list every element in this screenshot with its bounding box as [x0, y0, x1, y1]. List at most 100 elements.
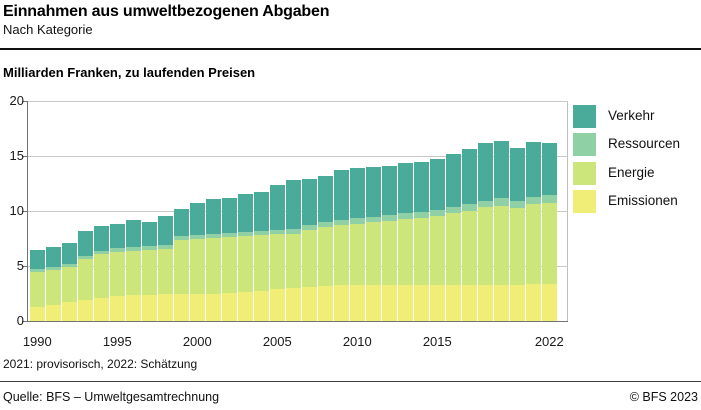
bar-segment-2020-ressourcen [510, 200, 525, 209]
legend-swatch-emissionen [573, 189, 596, 213]
y-tick-10 [22, 211, 27, 212]
bar-segment-1996-verkehr [126, 219, 141, 248]
bar-segment-2011-ressourcen [366, 216, 381, 222]
bar-segment-2000-verkehr [190, 202, 205, 236]
bar-segment-2004-emissionen [254, 290, 269, 321]
bar-segment-1992-emissionen [62, 302, 77, 321]
bar-segment-1992-verkehr [62, 242, 77, 264]
bar-2009 [334, 170, 349, 321]
legend-swatch-energie [573, 161, 596, 185]
bar-segment-1991-emissionen [46, 305, 61, 321]
bar-2018 [478, 143, 493, 321]
x-axis-label-1990: 1990 [22, 334, 52, 349]
bar-segment-2008-emissionen [318, 285, 333, 321]
bar-segment-1996-energie [126, 251, 141, 296]
bar-segment-1997-ressourcen [142, 245, 157, 250]
bar-segment-1998-verkehr [158, 215, 173, 246]
bar-segment-1995-ressourcen [110, 248, 125, 253]
source-label: Quelle: BFS – Umweltgesamtrechnung [3, 390, 220, 404]
unit-label: Milliarden Franken, zu laufenden Preisen [3, 65, 256, 80]
x-axis-label-2015: 2015 [422, 334, 452, 349]
bar-segment-1993-emissionen [78, 300, 93, 321]
bar-2010 [350, 167, 365, 321]
bar-segment-2013-verkehr [398, 162, 413, 213]
copyright-label: © BFS 2023 [629, 390, 698, 404]
legend-swatch-verkehr [573, 105, 596, 128]
bar-2005 [270, 184, 285, 321]
bar-segment-2021-verkehr [526, 142, 541, 197]
bar-segment-2016-verkehr [446, 153, 461, 207]
bar-segment-1998-ressourcen [158, 245, 173, 249]
bar-segment-1995-energie [110, 252, 125, 297]
footnote: 2021: provisorisch, 2022: Schätzung [3, 357, 198, 371]
bar-segment-1990-energie [30, 272, 45, 307]
bar-segment-2020-emissionen [510, 284, 525, 321]
y-axis-label-15: 15 [9, 148, 24, 163]
bar-segment-2000-ressourcen [190, 235, 205, 240]
bar-2017 [462, 149, 477, 321]
bar-segment-1991-ressourcen [46, 266, 61, 270]
bar-segment-1993-verkehr [78, 230, 93, 257]
bar-segment-2022-ressourcen [542, 195, 557, 203]
bar-1996 [126, 219, 141, 321]
gridline-20 [28, 101, 568, 102]
bar-segment-2002-emissionen [222, 292, 237, 321]
bar-1990 [30, 250, 45, 321]
bar-segment-2017-emissionen [462, 285, 477, 321]
bar-segment-2001-ressourcen [206, 234, 221, 238]
bar-segment-2012-verkehr [382, 165, 397, 215]
bar-segment-2015-ressourcen [430, 209, 445, 216]
bar-segment-2015-emissionen [430, 285, 445, 321]
bar-segment-1992-ressourcen [62, 263, 77, 268]
bar-segment-2007-verkehr [302, 178, 317, 225]
bar-segment-1999-energie [174, 239, 189, 295]
bar-2019 [494, 141, 509, 321]
bar-2004 [254, 192, 269, 321]
y-axis-label-20: 20 [9, 93, 24, 108]
bar-segment-2008-verkehr [318, 176, 333, 223]
bar-2014 [414, 162, 429, 321]
bar-segment-2019-energie [494, 205, 509, 285]
bar-segment-2011-verkehr [366, 167, 381, 217]
bar-segment-2002-ressourcen [222, 233, 237, 238]
bar-segment-2016-ressourcen [446, 206, 461, 214]
legend-swatch-ressourcen [573, 133, 596, 157]
bar-segment-2002-energie [222, 237, 237, 293]
bar-segment-1995-verkehr [110, 223, 125, 249]
bar-segment-2022-emissionen [542, 284, 557, 321]
bar-segment-1997-emissionen [142, 294, 157, 321]
bar-2020 [510, 147, 525, 321]
legend-label-emissionen: Emissionen [608, 192, 678, 208]
bar-segment-2004-ressourcen [254, 230, 269, 236]
bar-segment-2000-energie [190, 239, 205, 295]
bar-segment-2017-verkehr [462, 149, 477, 204]
bar-2011 [366, 167, 381, 321]
bar-segment-2000-emissionen [190, 294, 205, 321]
footer-divider [0, 381, 701, 382]
bar-2000 [190, 202, 205, 321]
bar-segment-2001-verkehr [206, 198, 221, 235]
bar-segment-1994-verkehr [94, 226, 109, 251]
y-tick-0 [22, 321, 27, 322]
bar-2022 [542, 142, 557, 321]
bar-segment-1992-energie [62, 267, 77, 303]
bar-segment-1994-emissionen [94, 297, 109, 321]
bar-2015 [430, 159, 445, 321]
bar-2012 [382, 165, 397, 321]
bar-segment-2003-ressourcen [238, 231, 253, 237]
bar-1993 [78, 230, 93, 321]
bar-segment-2016-emissionen [446, 285, 461, 321]
bar-segment-2005-emissionen [270, 288, 285, 321]
bar-segment-2006-energie [286, 233, 301, 288]
bar-segment-1993-ressourcen [78, 256, 93, 260]
bar-segment-1998-emissionen [158, 294, 173, 321]
bar-2006 [286, 180, 301, 321]
header-divider [0, 48, 701, 50]
bar-segment-2018-verkehr [478, 143, 493, 201]
bar-segment-2004-verkehr [254, 192, 269, 231]
y-axis-line [27, 101, 28, 322]
bar-segment-2010-emissionen [350, 285, 365, 321]
page-title: Einnahmen aus umweltbezogenen Abgaben [3, 3, 330, 20]
bar-segment-2014-energie [414, 218, 429, 285]
x-axis-label-2005: 2005 [262, 334, 292, 349]
